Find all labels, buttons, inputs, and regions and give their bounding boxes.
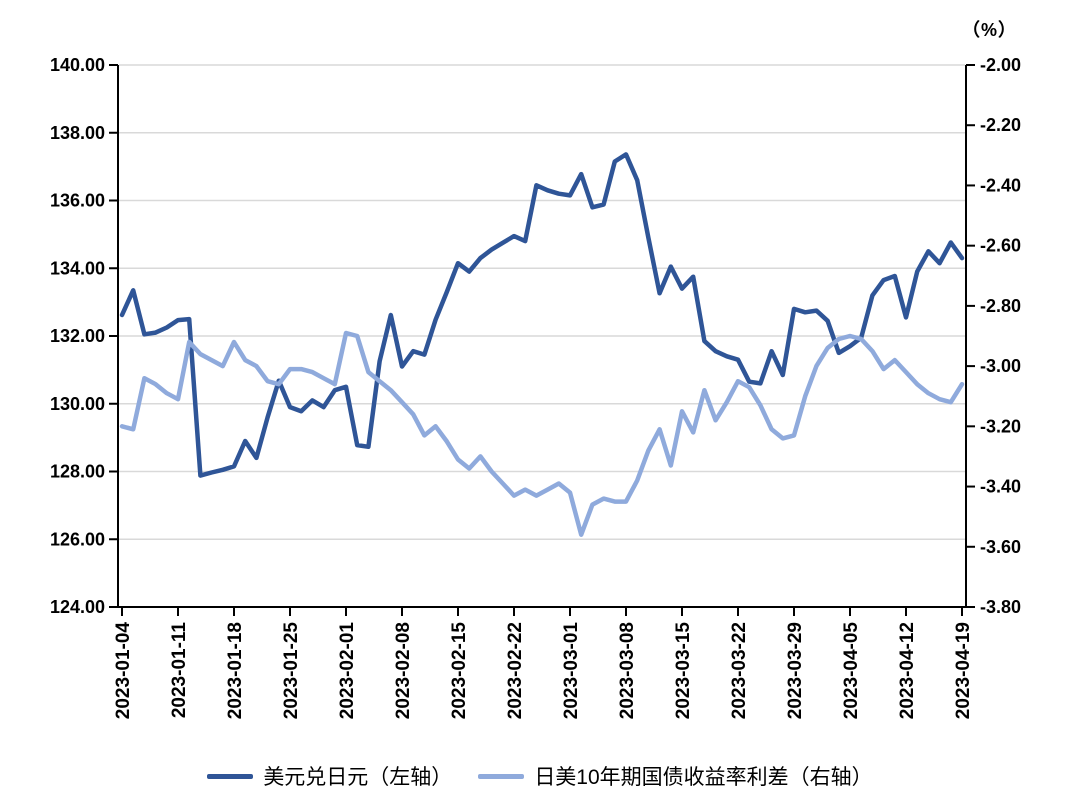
x-axis-tick-label: 2023-02-15 [449, 622, 470, 720]
legend-label-usdjpy: 美元兑日元（左轴） [263, 766, 453, 789]
x-axis-tick-label: 2023-04-12 [897, 622, 918, 719]
left-axis-tick-label: 132.00 [50, 326, 105, 346]
x-axis-tick-label: 2023-02-08 [393, 622, 414, 719]
right-axis-tick-label: -3.20 [980, 416, 1021, 436]
yield-spread-line-swatch [478, 773, 525, 779]
x-axis-tick-label: 2023-04-19 [953, 622, 974, 719]
right-axis-tick-label: -2.40 [980, 175, 1021, 195]
x-axis-tick-label: 2023-03-15 [673, 622, 694, 720]
x-axis-tick-label: 2023-03-08 [617, 622, 638, 719]
left-axis-tick-label: 140.00 [50, 55, 105, 75]
x-axis-tick-label: 2023-03-22 [729, 622, 750, 719]
right-axis-tick-label: -2.20 [980, 115, 1021, 135]
right-axis-tick-label: -2.60 [980, 236, 1021, 256]
yield-spread-line [119, 330, 965, 537]
x-axis-tick-label: 2023-03-29 [785, 622, 806, 719]
left-axis-tick-label: 134.00 [50, 258, 105, 278]
x-axis-tick-label: 2023-02-22 [505, 622, 526, 719]
left-axis-tick-label: 126.00 [50, 529, 105, 549]
usdjpy-line [119, 152, 965, 478]
legend-item-usdjpy: 美元兑日元（左轴） [207, 761, 452, 791]
left-axis-tick-label: 124.00 [50, 597, 105, 617]
x-axis-tick-label: 2023-02-01 [337, 622, 358, 720]
left-axis-tick-label: 138.00 [50, 123, 105, 143]
x-axis-tick-label: 2023-04-05 [841, 622, 862, 720]
x-axis-tick-label: 2023-01-25 [281, 622, 302, 720]
x-axis-tick-label: 2023-03-01 [561, 622, 582, 720]
left-axis-tick-label: 128.00 [50, 462, 105, 482]
line-chart: 140.00 138.00 136.00 134.00 132.00 130.00 128.… [50, 55, 1021, 720]
chart-legend: 美元兑日元（左轴） 日美10年期国债收益率利差（右轴） [0, 753, 1080, 799]
right-axis-tick-label: -3.80 [980, 597, 1021, 617]
right-axis-tick-label: -2.00 [980, 55, 1021, 75]
left-axis-tick-label: 136.00 [50, 191, 105, 211]
usdjpy-line-swatch [207, 773, 254, 779]
x-axis-tick-label: 2023-01-18 [225, 622, 246, 719]
right-axis-tick-label: -3.60 [980, 537, 1021, 557]
x-axis-tick-label: 2023-01-04 [113, 622, 134, 720]
x-axis-tick-label: 2023-01-11 [169, 622, 190, 719]
legend-label-yield-spread: 日美10年期国债收益率利差（右轴） [534, 766, 873, 789]
right-axis-tick-label: -3.00 [980, 356, 1021, 376]
legend-item-yield-spread: 日美10年期国债收益率利差（右轴） [478, 761, 873, 791]
right-axis-tick-label: -3.40 [980, 477, 1021, 497]
left-axis-tick-label: 130.00 [50, 394, 105, 414]
right-axis-tick-label: -2.80 [980, 296, 1021, 316]
right-axis-unit-label: （%） [962, 20, 1018, 40]
